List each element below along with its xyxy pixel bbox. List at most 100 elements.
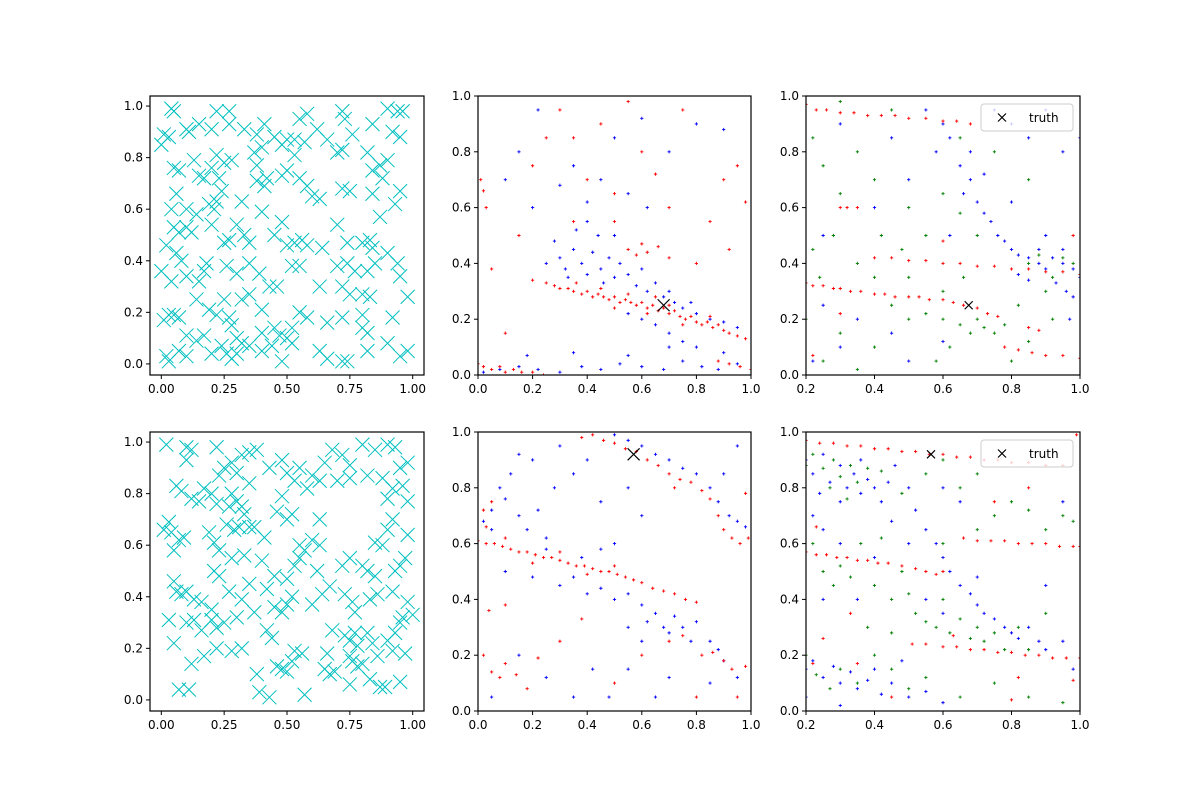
point-red xyxy=(678,477,682,482)
point-red xyxy=(859,289,863,293)
point-blue xyxy=(716,367,720,372)
point-blue xyxy=(1051,256,1055,260)
point-cyan xyxy=(390,103,405,119)
point-red xyxy=(503,603,507,607)
point-blue xyxy=(558,183,562,187)
point-blue xyxy=(727,514,731,518)
point-blue xyxy=(941,339,945,344)
point-red xyxy=(749,367,751,372)
point-red xyxy=(968,648,972,652)
point-cyan xyxy=(299,106,315,122)
point-red xyxy=(838,312,842,316)
point-cyan xyxy=(380,491,395,507)
point-cyan xyxy=(206,535,222,550)
point-blue xyxy=(591,250,595,254)
point-cyan xyxy=(161,307,177,323)
point-red xyxy=(845,444,849,448)
point-blue xyxy=(1016,272,1020,277)
point-blue xyxy=(735,362,739,366)
point-cyan xyxy=(221,232,237,248)
point-red xyxy=(743,200,748,204)
point-red xyxy=(651,586,655,590)
point-red xyxy=(626,247,630,252)
point-red xyxy=(558,286,562,291)
point-blue xyxy=(517,653,521,657)
point-red xyxy=(612,192,617,196)
point-green xyxy=(1009,500,1014,504)
point-red xyxy=(855,206,859,210)
point-cyan xyxy=(241,235,257,251)
point-blue xyxy=(662,295,666,299)
point-green xyxy=(1061,701,1065,705)
point-green xyxy=(992,631,996,635)
point-blue xyxy=(872,206,877,210)
point-blue xyxy=(838,122,842,126)
point-blue xyxy=(626,592,630,596)
point-green xyxy=(900,569,904,574)
point-cyan xyxy=(284,653,300,669)
point-blue xyxy=(1061,500,1065,504)
point-red xyxy=(914,449,918,454)
point-red xyxy=(689,314,693,319)
point-red xyxy=(890,256,894,260)
point-green xyxy=(890,303,894,307)
point-blue xyxy=(525,528,529,532)
y-tick-label: 0.0 xyxy=(452,704,471,718)
point-cyan xyxy=(221,499,237,514)
point-red xyxy=(746,536,750,540)
point-cyan xyxy=(375,537,390,553)
point-cyan xyxy=(299,481,315,496)
point-blue xyxy=(689,300,693,305)
point-cyan xyxy=(186,612,202,628)
point-red xyxy=(989,539,993,543)
point-cyan xyxy=(211,170,227,186)
point-green xyxy=(907,687,911,691)
point-blue xyxy=(708,486,712,490)
point-blue xyxy=(859,491,863,495)
point-red xyxy=(1044,353,1048,358)
point-green xyxy=(879,233,883,238)
point-cyan xyxy=(251,684,267,700)
point-cyan xyxy=(262,460,277,476)
point-red xyxy=(599,569,603,574)
point-blue xyxy=(618,261,622,265)
point-blue xyxy=(626,312,630,316)
point-cyan xyxy=(365,163,380,178)
series-green xyxy=(806,452,1075,705)
point-cyan xyxy=(395,478,410,494)
point-red xyxy=(585,289,589,293)
point-red xyxy=(571,136,576,140)
point-red xyxy=(612,295,617,299)
point-red xyxy=(1064,656,1068,660)
point-red xyxy=(667,206,671,210)
point-green xyxy=(855,480,859,484)
point-red xyxy=(917,295,921,299)
point-cyan xyxy=(279,237,295,253)
point-cyan xyxy=(287,235,302,251)
point-blue xyxy=(855,317,859,321)
point-red xyxy=(941,569,945,574)
point-blue xyxy=(975,603,979,607)
point-cyan xyxy=(262,689,277,705)
point-blue xyxy=(1071,267,1075,271)
point-red xyxy=(975,264,979,268)
point-cyan xyxy=(269,659,285,674)
y-tick-label: 0.2 xyxy=(124,305,143,319)
point-cyan xyxy=(209,103,224,119)
point-red xyxy=(811,353,815,358)
point-cyan xyxy=(158,437,174,452)
point-blue xyxy=(1044,233,1048,238)
x-tick-label: 0.50 xyxy=(274,718,301,732)
point-red xyxy=(1037,328,1041,332)
point-red xyxy=(492,542,496,546)
point-blue xyxy=(811,659,815,663)
point-red xyxy=(574,281,578,285)
point-cyan xyxy=(249,127,265,142)
point-cyan xyxy=(360,625,375,641)
point-blue xyxy=(490,528,494,532)
point-cyan xyxy=(171,163,187,178)
point-red xyxy=(848,289,853,293)
point-cyan xyxy=(342,677,358,692)
point-green xyxy=(975,528,979,532)
point-blue xyxy=(872,667,877,671)
